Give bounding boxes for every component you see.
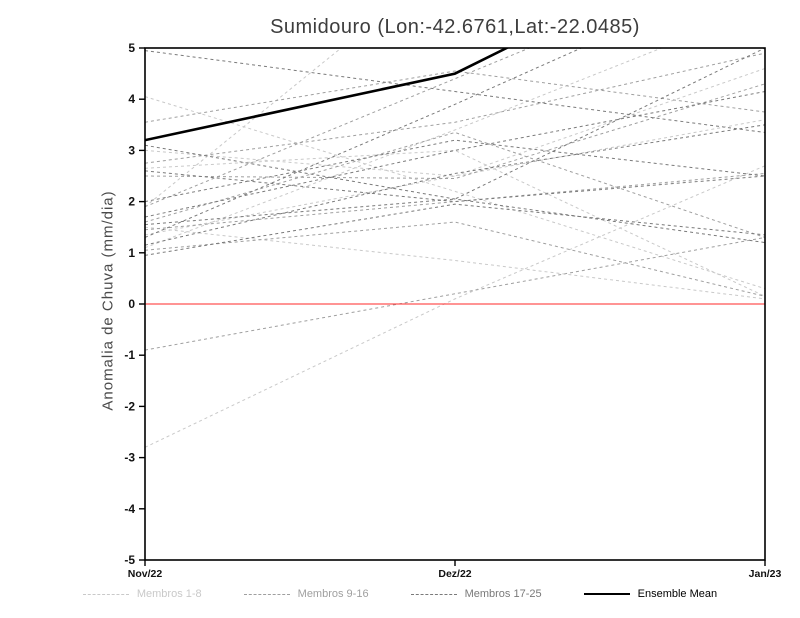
legend-label: Membros 9-16 <box>297 588 369 600</box>
svg-text:-2: -2 <box>124 399 135 413</box>
legend: Membros 1-8 Membros 9-16 Membros 17-25 E… <box>0 582 800 606</box>
svg-text:-5: -5 <box>124 553 135 567</box>
legend-item-membros-1-8: Membros 1-8 <box>82 588 202 600</box>
legend-swatch-membros-17-25 <box>410 593 457 595</box>
legend-item-membros-9-16: Membros 9-16 <box>243 588 369 600</box>
legend-item-ensemble-mean: Ensemble Mean <box>583 588 718 600</box>
svg-text:3: 3 <box>128 143 135 157</box>
svg-text:Dez/22: Dez/22 <box>438 568 471 580</box>
legend-item-membros-17-25: Membros 17-25 <box>410 588 542 600</box>
legend-label: Membros 17-25 <box>464 588 542 600</box>
chart-title: Sumidouro (Lon:-42.6761,Lat:-22.0485) <box>270 16 640 38</box>
legend-swatch-ensemble-mean <box>583 593 630 595</box>
svg-text:5: 5 <box>128 41 135 55</box>
svg-text:-4: -4 <box>124 502 135 516</box>
legend-swatch-membros-9-16 <box>243 593 290 595</box>
legend-swatch-membros-1-8 <box>82 593 129 595</box>
svg-text:-3: -3 <box>124 451 135 465</box>
svg-text:-1: -1 <box>124 348 135 362</box>
svg-text:0: 0 <box>128 297 135 311</box>
legend-label: Ensemble Mean <box>637 588 718 600</box>
svg-text:1: 1 <box>128 246 135 260</box>
svg-text:Nov/22: Nov/22 <box>128 568 163 580</box>
svg-text:2: 2 <box>128 195 135 209</box>
svg-text:Jan/23: Jan/23 <box>749 568 782 580</box>
legend-label: Membros 1-8 <box>136 588 202 600</box>
svg-text:4: 4 <box>128 92 135 106</box>
